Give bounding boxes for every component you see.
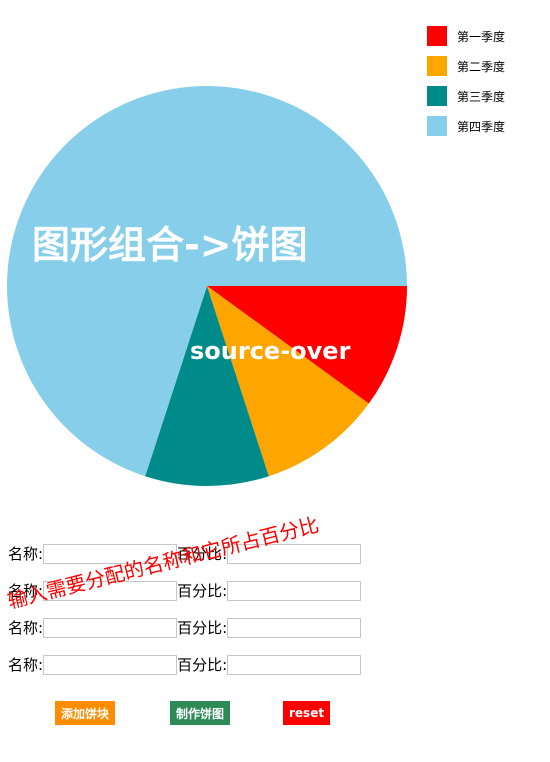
legend-swatch	[427, 86, 447, 106]
legend-item: 第三季度	[427, 86, 537, 106]
reset-button[interactable]: reset	[283, 701, 331, 725]
legend-item: 第二季度	[427, 56, 537, 76]
name-input[interactable]	[43, 654, 178, 675]
legend-label: 第三季度	[457, 89, 506, 104]
legend-label: 第四季度	[457, 119, 506, 134]
percent-input[interactable]	[227, 580, 362, 601]
percent-label: 百分比:	[177, 545, 228, 563]
legend-item: 第四季度	[427, 116, 537, 136]
form-row: 名称: 百分比:	[8, 616, 362, 639]
slice-form: 名称: 百分比: 名称: 百分比: 名称: 百分比: 名称: 百分比:	[8, 542, 362, 690]
name-input[interactable]	[43, 580, 178, 601]
legend-swatch	[427, 26, 447, 46]
name-label: 名称:	[8, 582, 44, 600]
percent-label: 百分比:	[177, 582, 228, 600]
form-row: 名称: 百分比:	[8, 653, 362, 676]
form-row: 名称: 百分比:	[8, 579, 362, 602]
chart-legend: 第一季度 第二季度 第三季度 第四季度	[427, 26, 537, 146]
percent-input[interactable]	[227, 543, 362, 564]
legend-item: 第一季度	[427, 26, 537, 46]
name-input[interactable]	[43, 543, 178, 564]
chart-subtitle: source-over	[190, 337, 351, 365]
percent-input[interactable]	[227, 654, 362, 675]
pie-slice	[207, 286, 407, 404]
legend-label: 第一季度	[457, 29, 506, 44]
pie-slice	[145, 286, 269, 486]
pie-chart	[6, 86, 407, 486]
name-input[interactable]	[43, 617, 178, 638]
name-label: 名称:	[8, 545, 44, 563]
pie-slice	[207, 286, 369, 477]
pie-slice	[6, 86, 407, 477]
legend-label: 第二季度	[457, 59, 506, 74]
legend-swatch	[427, 116, 447, 136]
name-label: 名称:	[8, 656, 44, 674]
legend-swatch	[427, 56, 447, 76]
chart-title: 图形组合->饼图	[32, 223, 308, 267]
percent-label: 百分比:	[177, 656, 228, 674]
percent-label: 百分比:	[177, 619, 228, 637]
make-pie-button[interactable]: 制作饼图	[170, 701, 231, 725]
add-slice-button[interactable]: 添加饼块	[55, 701, 116, 725]
form-row: 名称: 百分比:	[8, 542, 362, 565]
name-label: 名称:	[8, 619, 44, 637]
percent-input[interactable]	[227, 617, 362, 638]
